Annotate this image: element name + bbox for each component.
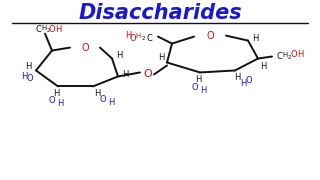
Text: H: H <box>55 25 61 34</box>
Text: O: O <box>246 76 252 85</box>
Text: O: O <box>291 50 297 59</box>
Text: H: H <box>21 72 27 81</box>
Text: O: O <box>130 34 136 43</box>
Text: O: O <box>100 95 106 104</box>
Text: H: H <box>116 51 122 60</box>
Text: H: H <box>234 73 240 82</box>
Text: H: H <box>41 25 47 31</box>
Text: 2: 2 <box>287 55 291 60</box>
Text: O: O <box>81 42 89 53</box>
Text: H: H <box>282 51 288 58</box>
Text: H: H <box>25 62 31 71</box>
Text: 2: 2 <box>141 36 145 41</box>
Text: H: H <box>135 33 140 39</box>
Text: H: H <box>240 79 246 88</box>
Text: C: C <box>35 25 41 34</box>
Text: H: H <box>158 53 164 62</box>
Text: H: H <box>53 89 59 98</box>
Text: O: O <box>144 69 152 79</box>
Text: H: H <box>57 99 63 108</box>
Text: H: H <box>125 31 131 40</box>
Text: H: H <box>200 86 206 95</box>
Text: H: H <box>252 34 258 43</box>
Text: C: C <box>146 34 152 43</box>
Text: H: H <box>108 98 114 107</box>
Text: O: O <box>49 96 55 105</box>
Text: H: H <box>122 70 128 79</box>
Text: Disaccharides: Disaccharides <box>78 3 242 23</box>
Text: 2: 2 <box>46 28 50 33</box>
Text: O: O <box>49 25 55 34</box>
Text: H: H <box>94 89 100 98</box>
Text: O: O <box>27 74 33 83</box>
Text: O: O <box>192 83 198 92</box>
Text: H: H <box>260 62 266 71</box>
Text: H: H <box>297 50 303 59</box>
Text: C: C <box>276 52 282 61</box>
Text: H: H <box>195 75 201 84</box>
Text: O: O <box>206 31 214 41</box>
